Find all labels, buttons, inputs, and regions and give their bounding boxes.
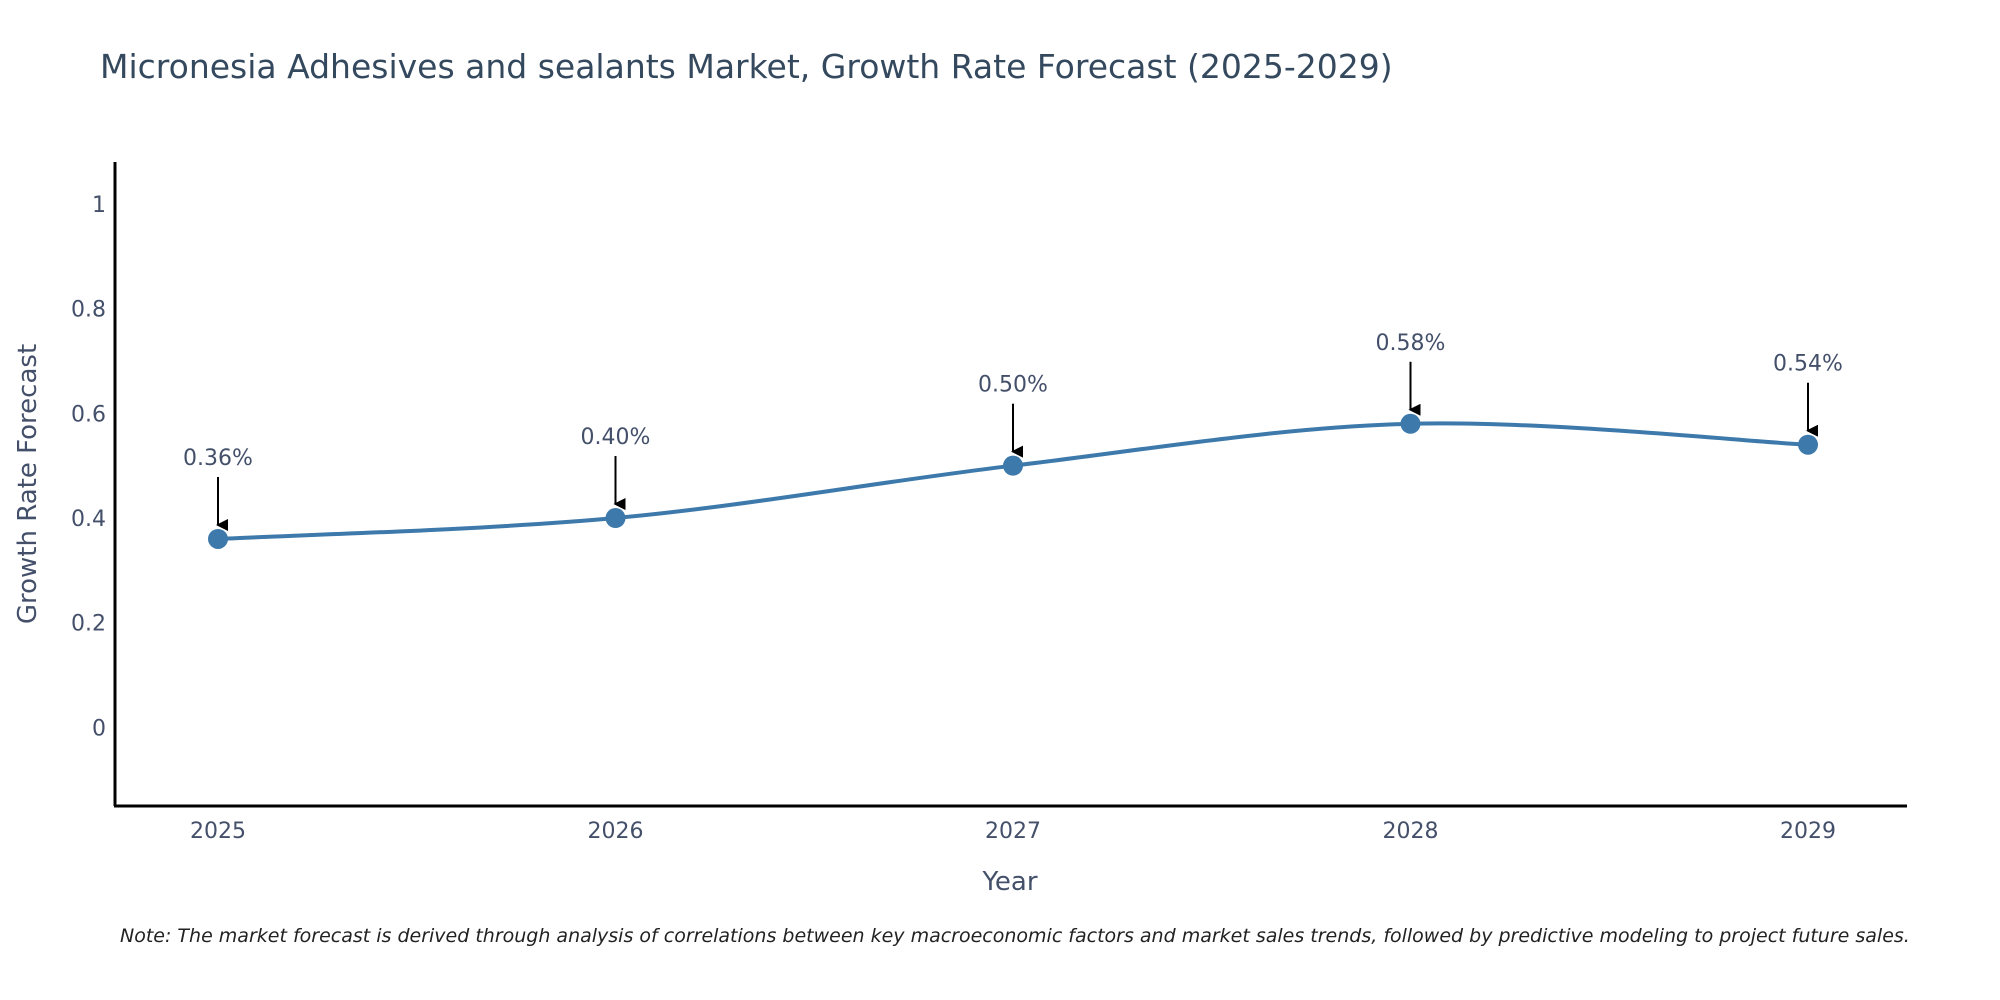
y-tick-labels: 0 0.2 0.4 0.6 0.8 1 bbox=[71, 193, 106, 742]
data-label: 0.40% bbox=[581, 425, 651, 450]
x-tick-label: 2029 bbox=[1780, 819, 1836, 844]
y-axis-title: Growth Rate Forecast bbox=[13, 344, 43, 624]
data-label: 0.54% bbox=[1773, 352, 1843, 377]
data-label: 0.58% bbox=[1376, 331, 1446, 356]
y-tick-label: 0.6 bbox=[71, 402, 106, 427]
y-tick-label: 0 bbox=[92, 716, 106, 741]
data-label: 0.36% bbox=[183, 446, 253, 471]
data-point bbox=[605, 508, 626, 529]
data-point bbox=[1400, 413, 1421, 434]
chart-note: Note: The market forecast is derived thr… bbox=[120, 925, 1910, 947]
data-point bbox=[1798, 434, 1818, 455]
axes bbox=[113, 162, 1907, 808]
x-tick-label: 2027 bbox=[985, 819, 1041, 844]
data-point bbox=[208, 528, 228, 549]
y-tick-label: 0.8 bbox=[71, 298, 106, 323]
series-layer bbox=[208, 413, 1818, 549]
x-tick-label: 2025 bbox=[190, 819, 246, 844]
data-label: 0.50% bbox=[978, 373, 1048, 398]
chart-title: Micronesia Adhesives and sealants Market… bbox=[100, 47, 1393, 86]
y-tick-label: 1 bbox=[92, 193, 106, 218]
x-tick-labels: 2025 2026 2027 2028 2029 bbox=[190, 819, 1836, 844]
y-tick-label: 0.2 bbox=[71, 612, 106, 637]
y-tick-label: 0.4 bbox=[71, 507, 106, 532]
x-tick-label: 2028 bbox=[1383, 819, 1439, 844]
x-tick-label: 2026 bbox=[588, 819, 644, 844]
x-axis-title: Year bbox=[981, 867, 1037, 897]
data-point bbox=[1003, 455, 1023, 476]
annotation-layer: 0.36% 0.40% 0.50% 0.58% 0.54% bbox=[183, 331, 1843, 531]
